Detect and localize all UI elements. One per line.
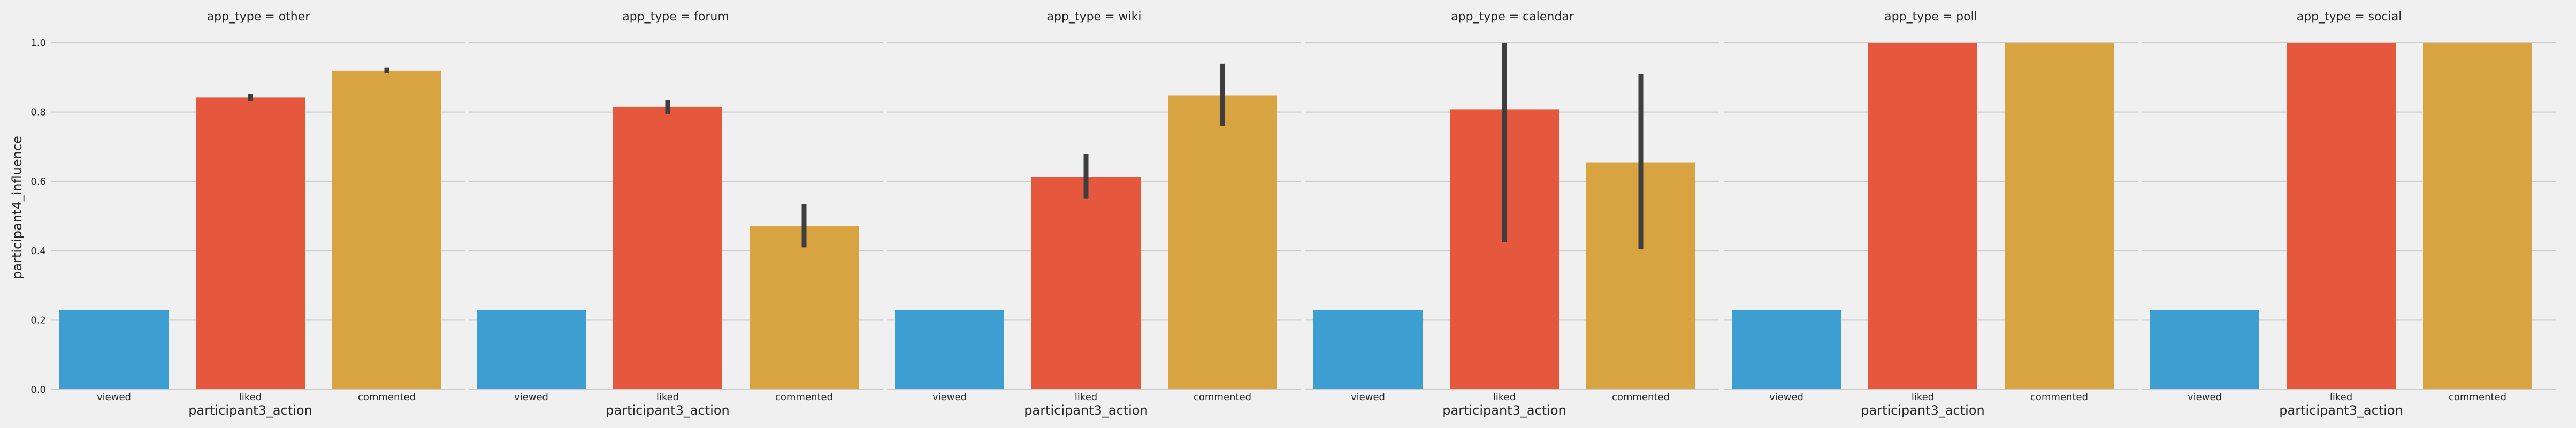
bar-commented	[2423, 43, 2532, 389]
facet-panel: 0.0 0.2 0.4 0.6 0.8 1.0 app_type = other viewed…	[30, 10, 465, 418]
x-axis-label: participant3_action	[1861, 403, 1984, 418]
panels: 0.0 0.2 0.4 0.6 0.8 1.0 app_type = other viewed…	[30, 10, 2556, 418]
bar-commented	[2005, 43, 2114, 389]
bar-viewed	[895, 309, 1004, 389]
facet-title: app_type = calendar	[1451, 10, 1574, 24]
y-tick-label: 0.2	[30, 315, 46, 326]
facet-panel: app_type = poll viewed liked commented parti…	[1724, 10, 2138, 418]
facet-panel: app_type = forum viewed liked commented part…	[469, 10, 883, 418]
x-axis-label: participant3_action	[2279, 403, 2403, 418]
x-tick-label: viewed	[2188, 392, 2222, 403]
bar-liked	[196, 97, 305, 389]
facet-title: app_type = social	[2297, 10, 2402, 24]
x-axis-label: participant3_action	[188, 403, 312, 418]
facet-title: app_type = other	[207, 10, 311, 24]
x-tick-label: liked	[1075, 392, 1097, 403]
x-tick-label: commented	[775, 392, 833, 403]
bar-liked	[1031, 177, 1141, 389]
bar-viewed	[2150, 309, 2259, 389]
x-tick-label: viewed	[97, 392, 131, 403]
x-tick-label: viewed	[514, 392, 548, 403]
x-tick-label: liked	[1912, 392, 1934, 403]
bar-liked	[2287, 43, 2396, 389]
x-tick-label: viewed	[1351, 392, 1385, 403]
y-tick-label: 1.0	[30, 37, 46, 49]
bar-viewed	[477, 309, 586, 389]
x-tick-label: viewed	[1769, 392, 1803, 403]
bar-commented	[750, 226, 859, 389]
bar-viewed	[1313, 309, 1423, 389]
bar-liked	[613, 106, 722, 389]
x-tick-label: commented	[358, 392, 416, 403]
bar-commented	[332, 70, 441, 390]
facet-panel: app_type = calendar viewed liked commented p…	[1305, 10, 1719, 418]
bar-liked	[1868, 43, 1977, 389]
bar-viewed	[1732, 309, 1841, 389]
x-tick-label: liked	[1493, 392, 1516, 403]
x-axis-label: participant3_action	[1442, 403, 1566, 418]
x-tick-label: liked	[2330, 392, 2352, 403]
bar-viewed	[59, 309, 169, 389]
x-tick-label: commented	[2030, 392, 2088, 403]
y-tick-label: 0.8	[30, 107, 46, 118]
facet-panel: app_type = wiki viewed liked commented parti…	[887, 10, 1301, 418]
x-axis-label: participant3_action	[1024, 403, 1148, 418]
y-tick-label: 0.6	[30, 176, 46, 187]
y-tick-label: 0.4	[30, 246, 46, 257]
bar-commented	[1168, 95, 1277, 390]
x-tick-label: liked	[656, 392, 679, 403]
facet-title: app_type = poll	[1884, 10, 1977, 24]
x-tick-label: liked	[239, 392, 262, 403]
x-tick-label: viewed	[932, 392, 967, 403]
x-axis-label: participant3_action	[606, 403, 729, 418]
y-axis-label: participant4_influence	[10, 136, 25, 279]
facet-panel: app_type = social viewed liked commented par…	[2142, 10, 2556, 418]
facet-title: app_type = forum	[622, 10, 729, 24]
x-tick-label: commented	[1194, 392, 1251, 403]
x-tick-label: commented	[1612, 392, 1670, 403]
facet-title: app_type = wiki	[1047, 10, 1142, 24]
x-tick-label: commented	[2449, 392, 2506, 403]
y-tick-label: 0.0	[30, 384, 46, 395]
